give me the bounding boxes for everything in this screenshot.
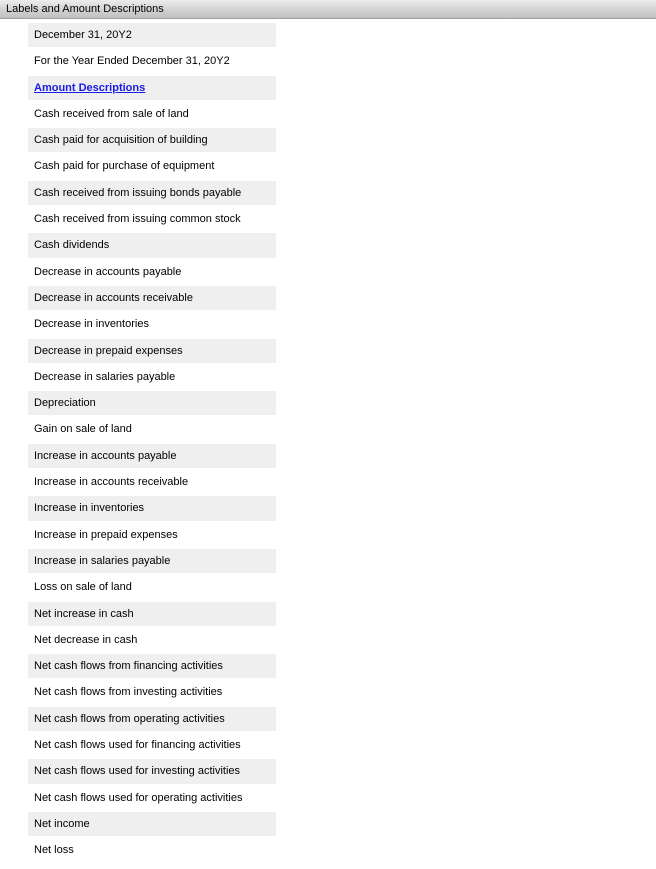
list-item[interactable]: Depreciation [28, 391, 276, 415]
list-item[interactable]: For the Year Ended December 31, 20Y2 [28, 49, 276, 73]
list-item[interactable]: Increase in inventories [28, 496, 276, 520]
list-item[interactable]: Cash received from issuing common stock [28, 207, 276, 231]
list-item[interactable]: Decrease in prepaid expenses [28, 339, 276, 363]
list-item-label: Net cash flows from investing activities [34, 686, 222, 698]
list-item-label: Net cash flows from operating activities [34, 713, 225, 725]
list-item-label: Depreciation [34, 397, 96, 409]
list-item[interactable]: Cash received from issuing bonds payable [28, 181, 276, 205]
section-heading: Amount Descriptions [34, 82, 145, 94]
list-item-label: Loss on sale of land [34, 581, 132, 593]
list-item[interactable]: Decrease in accounts payable [28, 260, 276, 284]
list-item-label: Decrease in accounts receivable [34, 292, 193, 304]
list-item-label: For the Year Ended December 31, 20Y2 [34, 55, 230, 67]
list-item[interactable]: Increase in salaries payable [28, 549, 276, 573]
list-item-label: Net cash flows from financing activities [34, 660, 223, 672]
list-item[interactable]: Net cash flows from investing activities [28, 680, 276, 704]
list-item[interactable]: Net income [28, 812, 276, 836]
panel-title: Labels and Amount Descriptions [6, 3, 164, 15]
list-item[interactable]: Net decrease in cash [28, 628, 276, 652]
list-item-label: Net cash flows used for operating activi… [34, 792, 243, 804]
list-item-label: Net cash flows used for financing activi… [34, 739, 241, 751]
list-item-label: Increase in prepaid expenses [34, 529, 178, 541]
list-item[interactable]: Increase in accounts receivable [28, 470, 276, 494]
list-item[interactable]: Net cash flows used for operating activi… [28, 786, 276, 810]
list-item-label: Decrease in prepaid expenses [34, 345, 183, 357]
panel-header: Labels and Amount Descriptions [0, 0, 656, 19]
list-item-label: Increase in accounts receivable [34, 476, 188, 488]
list-item[interactable]: Cash received from sale of land [28, 102, 276, 126]
list-item-label: Cash received from issuing bonds payable [34, 187, 241, 199]
list-item-label: Cash dividends [34, 239, 109, 251]
list-item[interactable]: Increase in prepaid expenses [28, 523, 276, 547]
list-item-label: Net increase in cash [34, 608, 134, 620]
labels-list: December 31, 20Y2 For the Year Ended Dece… [0, 19, 656, 869]
list-item-label: Net cash flows used for investing activi… [34, 765, 240, 777]
list-item-label: Increase in accounts payable [34, 450, 176, 462]
list-item[interactable]: Increase in accounts payable [28, 444, 276, 468]
list-item[interactable]: Decrease in inventories [28, 312, 276, 336]
list-item-label: Increase in inventories [34, 502, 144, 514]
list-item-label: Gain on sale of land [34, 423, 132, 435]
list-item-label: Decrease in salaries payable [34, 371, 175, 383]
list-item-label: Cash received from issuing common stock [34, 213, 241, 225]
list-item[interactable]: Net cash flows from operating activities [28, 707, 276, 731]
list-item[interactable]: Loss on sale of land [28, 575, 276, 599]
list-item-label: Decrease in inventories [34, 318, 149, 330]
list-item-label: December 31, 20Y2 [34, 29, 132, 41]
list-item[interactable]: Net cash flows used for financing activi… [28, 733, 276, 757]
list-item[interactable]: Decrease in accounts receivable [28, 286, 276, 310]
list-item[interactable]: Amount Descriptions [28, 76, 276, 100]
list-item[interactable]: Net increase in cash [28, 602, 276, 626]
list-item[interactable]: Cash paid for purchase of equipment [28, 154, 276, 178]
list-item[interactable]: Net cash flows from financing activities [28, 654, 276, 678]
list-item-label: Increase in salaries payable [34, 555, 170, 567]
list-item-label: Cash received from sale of land [34, 108, 189, 120]
list-item-label: Net loss [34, 844, 74, 856]
list-item[interactable]: Gain on sale of land [28, 417, 276, 441]
list-item-label: Cash paid for purchase of equipment [34, 160, 214, 172]
list-item[interactable]: December 31, 20Y2 [28, 23, 276, 47]
list-item[interactable]: Cash dividends [28, 233, 276, 257]
list-item[interactable]: Net loss [28, 838, 276, 862]
list-item-label: Cash paid for acquisition of building [34, 134, 208, 146]
list-item[interactable]: Cash paid for acquisition of building [28, 128, 276, 152]
list-item-label: Net decrease in cash [34, 634, 137, 646]
list-item-label: Net income [34, 818, 90, 830]
list-item[interactable]: Decrease in salaries payable [28, 365, 276, 389]
list-item-label: Decrease in accounts payable [34, 266, 181, 278]
list-item[interactable]: Net cash flows used for investing activi… [28, 759, 276, 783]
